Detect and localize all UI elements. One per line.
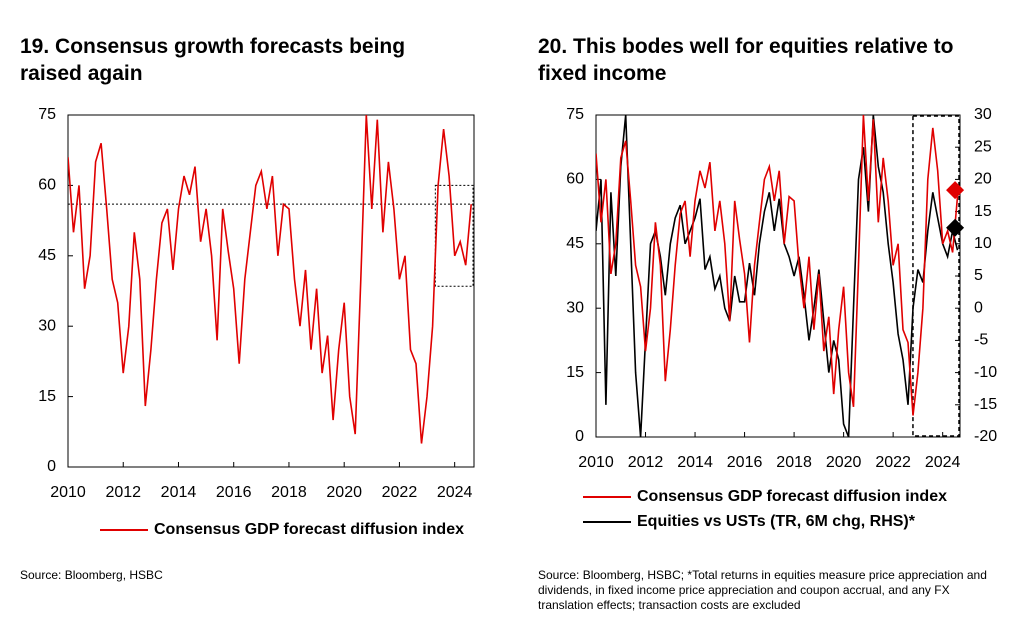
- series-line: [596, 115, 959, 437]
- y2-tick-label: 0: [974, 299, 983, 316]
- x-tick-label: 2024: [925, 454, 961, 471]
- plot-frame: [595, 114, 961, 438]
- legend-label: Equities vs USTs (TR, 6M chg, RHS)*: [637, 513, 916, 530]
- y-tick-label: 60: [566, 171, 584, 188]
- x-tick-label: 2022: [382, 484, 418, 501]
- y2-tick-label: 10: [974, 235, 992, 252]
- marker: [946, 181, 965, 200]
- x-tick-label: 2022: [875, 454, 911, 471]
- marker: [946, 218, 965, 237]
- highlight-box: [912, 115, 960, 437]
- y2-tick-label: -10: [974, 364, 997, 381]
- y-tick-label: 15: [566, 364, 584, 381]
- series-line: [596, 115, 959, 416]
- x-tick-label: 2010: [50, 484, 86, 501]
- x-tick-label: 2010: [578, 454, 614, 471]
- y2-tick-label: 5: [974, 267, 983, 284]
- source-note: Source: Bloomberg, HSBC; *Total returns …: [538, 568, 987, 612]
- y2-tick-label: -15: [974, 396, 997, 413]
- y2-tick-label: 30: [974, 106, 992, 123]
- y-tick-label: 75: [566, 106, 584, 123]
- x-tick-label: 2012: [628, 454, 664, 471]
- y-tick-label: 45: [38, 247, 56, 264]
- x-tick-label: 2012: [105, 484, 141, 501]
- y-tick-label: 0: [575, 428, 584, 445]
- y2-tick-label: 20: [974, 171, 992, 188]
- chart-title: 19. Consensus growth forecasts being rai…: [20, 35, 406, 85]
- y2-tick-label: -20: [974, 428, 997, 445]
- y-tick-label: 30: [38, 317, 56, 334]
- y2-tick-label: -5: [974, 332, 988, 349]
- chart-title: 20. This bodes well for equities relativ…: [538, 35, 954, 85]
- x-tick-label: 2018: [776, 454, 812, 471]
- y2-tick-label: 25: [974, 138, 992, 155]
- y-tick-label: 45: [566, 235, 584, 252]
- legend-label: Consensus GDP forecast diffusion index: [154, 521, 464, 538]
- x-tick-label: 2014: [677, 454, 713, 471]
- x-tick-label: 2014: [161, 484, 197, 501]
- series-line: [68, 115, 472, 444]
- x-tick-label: 2020: [326, 484, 362, 501]
- x-tick-label: 2020: [826, 454, 862, 471]
- legend-label: Consensus GDP forecast diffusion index: [637, 488, 947, 505]
- y-tick-label: 30: [566, 299, 584, 316]
- x-tick-label: 2024: [437, 484, 473, 501]
- y-tick-label: 15: [38, 388, 56, 405]
- y-tick-label: 0: [47, 458, 56, 475]
- x-tick-label: 2016: [216, 484, 252, 501]
- y-tick-label: 75: [38, 106, 56, 123]
- x-tick-label: 2018: [271, 484, 307, 501]
- y-tick-label: 60: [38, 177, 56, 194]
- plot-frame: [67, 114, 475, 468]
- y2-tick-label: 15: [974, 203, 992, 220]
- source-note: Source: Bloomberg, HSBC: [20, 568, 163, 582]
- highlight-box: [434, 184, 474, 287]
- x-tick-label: 2016: [727, 454, 763, 471]
